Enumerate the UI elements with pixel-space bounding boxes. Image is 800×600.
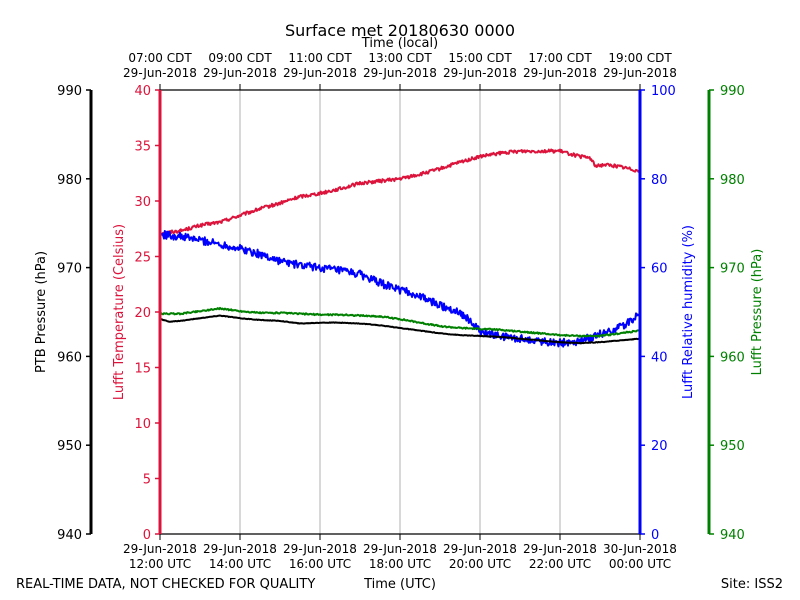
ptb-pressure-axis-tick-label: 980 [57,173,82,188]
x-tick-time: 18:00 UTC [369,557,431,571]
top-tick-date: 29-Jun-2018 [443,66,517,80]
humidity-axis-label: Lufft Relative humidity (%) [681,225,696,399]
temperature-axis-tick-label: 5 [143,473,151,488]
top-tick-time: 07:00 CDT [128,51,192,65]
top-tick-time: 13:00 CDT [368,51,432,65]
top-tick-date: 29-Jun-2018 [283,66,357,80]
humidity-axis-tick-label: 40 [651,350,668,365]
temperature-axis-tick-label: 25 [134,251,151,266]
temperature-axis-tick-label: 30 [134,195,151,210]
quality-warning: REAL-TIME DATA, NOT CHECKED FOR QUALITY [16,577,315,592]
x-tick-time: 16:00 UTC [289,557,351,571]
lufft-pressure-axis-tick-label: 980 [720,173,745,188]
top-tick-date: 29-Jun-2018 [363,66,437,80]
ptb-pressure-axis-tick-label: 970 [57,262,82,277]
site-label: Site: ISS2 [721,577,783,592]
x-tick-time: 22:00 UTC [529,557,591,571]
x-tick-date: 29-Jun-2018 [523,542,597,556]
top-tick-time: 15:00 CDT [448,51,512,65]
lufft-pressure-axis-tick-label: 940 [720,528,745,543]
x-tick-date: 29-Jun-2018 [123,542,197,556]
x-tick-date: 29-Jun-2018 [203,542,277,556]
x-tick-time: 12:00 UTC [129,557,191,571]
series-lufft-pressure [159,306,641,338]
humidity-axis-tick-label: 0 [651,528,659,543]
temperature-axis-tick-label: 40 [134,84,151,99]
top-tick-date: 29-Jun-2018 [123,66,197,80]
top-tick-time: 11:00 CDT [288,51,352,65]
x-tick-date: 29-Jun-2018 [283,542,357,556]
top-tick-date: 29-Jun-2018 [523,66,597,80]
top-tick-time: 09:00 CDT [208,51,272,65]
x-tick-time: 00:00 UTC [609,557,671,571]
series-ptb-pressure [159,314,641,345]
temperature-axis-tick-label: 0 [143,528,151,543]
top-tick-date: 29-Jun-2018 [603,66,677,80]
temperature-axis-label: Lufft Temperature (Celsius) [112,224,127,400]
ptb-pressure-axis-tick-label: 990 [57,84,82,99]
temperature-axis-tick-label: 20 [134,306,151,321]
top-tick-date: 29-Jun-2018 [203,66,277,80]
x-tick-time: 14:00 UTC [209,557,271,571]
temperature-axis-tick-label: 10 [134,417,151,432]
lufft-pressure-axis-tick-label: 960 [720,350,745,365]
x-tick-date: 29-Jun-2018 [443,542,517,556]
ptb-pressure-axis-tick-label: 940 [57,528,82,543]
axes-layer: 940 950 960 970 980 990 PTB Pressure (hPa) 0 5 10… [34,51,765,571]
top-axis-label: Time (local) [361,36,438,51]
top-tick-time: 17:00 CDT [528,51,592,65]
ptb-pressure-axis-label: PTB Pressure (hPa) [34,251,49,373]
top-tick-time: 19:00 CDT [608,51,672,65]
humidity-axis-tick-label: 100 [651,84,676,99]
lufft-pressure-axis-label: Lufft Pressure (hPa) [750,249,765,376]
series-layer [159,148,641,348]
x-axis-label: Time (UTC) [363,577,436,592]
temperature-axis-tick-label: 15 [134,362,151,377]
x-tick-date: 29-Jun-2018 [363,542,437,556]
ptb-pressure-axis-tick-label: 960 [57,350,82,365]
ptb-pressure-axis-tick-label: 950 [57,439,82,454]
humidity-axis-tick-label: 80 [651,173,668,188]
lufft-pressure-axis-tick-label: 950 [720,439,745,454]
humidity-axis-tick-label: 60 [651,262,668,277]
series-lufft-temperature [159,148,641,236]
x-tick-time: 20:00 UTC [449,557,511,571]
series-lufft-relative-humidity [159,230,641,348]
temperature-axis-tick-label: 35 [134,140,151,155]
lufft-pressure-axis-tick-label: 970 [720,262,745,277]
x-tick-date: 30-Jun-2018 [603,542,677,556]
chart-title: Surface met 20180630 0000 [285,21,515,40]
humidity-axis-tick-label: 20 [651,439,668,454]
lufft-pressure-axis-tick-label: 990 [720,84,745,99]
